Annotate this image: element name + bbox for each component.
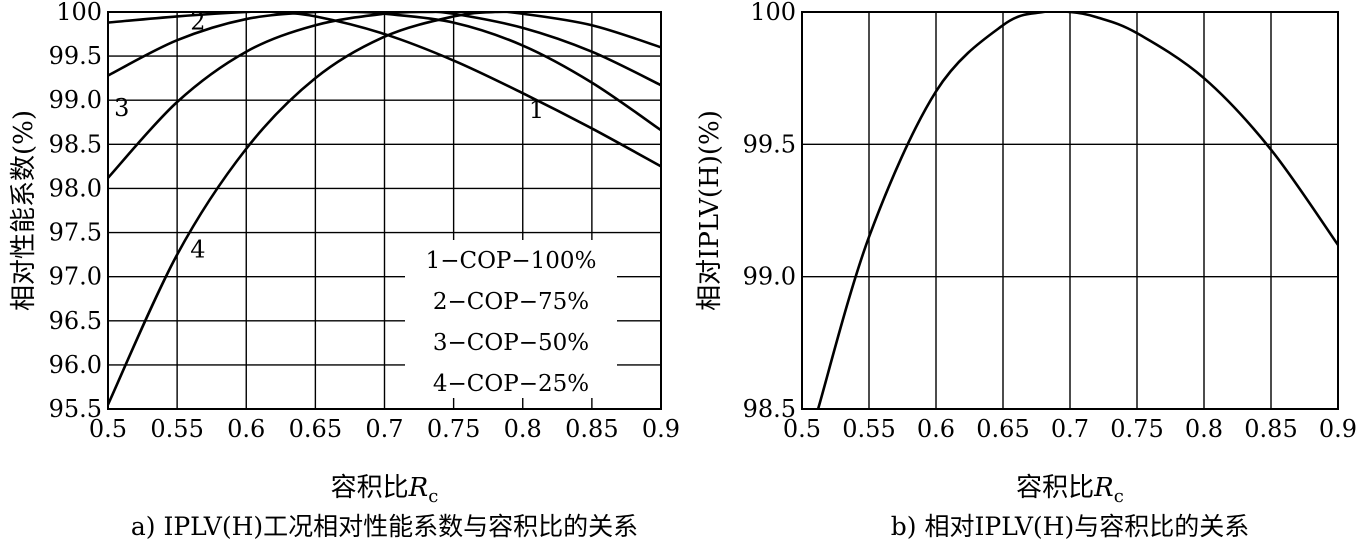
a-y-tick-label: 98.0 [49, 174, 102, 202]
b-x-tick-label: 0.8 [1185, 415, 1223, 443]
chart-a-legend: 1−COP−100% 2−COP−75% 3−COP−50% 4−COP−25% [405, 240, 617, 398]
chart-a-curve-labels: 1 2 3 4 [114, 8, 544, 264]
a-y-tick-label: 97.0 [49, 263, 102, 291]
b-y-tick-label: 100 [750, 0, 796, 26]
b-y-tick-label: 99.0 [743, 263, 796, 291]
chart-a-curve-label-1: 1 [529, 96, 544, 124]
a-x-tick-label: 0.75 [427, 415, 480, 443]
chart-b-y-axis-title: 相对IPLV(H)(%) [695, 110, 725, 311]
chart-a-legend-entry: 1−COP−100% [426, 248, 597, 274]
chart-b-x-axis-title: 容积比Rc [1016, 473, 1124, 507]
b-x-tick-label: 0.5 [783, 415, 821, 443]
b-x-tick-label: 0.65 [976, 415, 1029, 443]
a-x-tick-label: 0.85 [565, 415, 618, 443]
chart-a-curve-label-2: 2 [190, 8, 205, 36]
b-series-line-1 [816, 11, 1338, 409]
chart-b-x-ticks: 0.5 0.55 0.6 0.65 0.7 0.75 0.8 0.85 0.9 [783, 415, 1357, 443]
a-series-line-4 [108, 11, 661, 406]
chart-a-x-axis-title: 容积比Rc [331, 473, 439, 507]
chart-a-y-axis-title: 相对性能系数(%) [9, 110, 39, 311]
a-x-tick-label: 0.8 [504, 415, 542, 443]
b-y-tick-label: 99.5 [743, 130, 796, 158]
b-x-tick-label: 0.9 [1319, 415, 1357, 443]
a-x-tick-label: 0.65 [289, 415, 342, 443]
chart-a-legend-entry: 3−COP−50% [433, 330, 589, 356]
b-x-tick-label: 0.55 [842, 415, 895, 443]
chart-a-plot-frame [107, 11, 662, 410]
a-x-tick-label: 0.9 [642, 415, 680, 443]
chart-a-curve-label-3: 3 [114, 94, 129, 122]
a-x-tick-label: 0.5 [89, 415, 127, 443]
chart-a-curve-label-4: 4 [190, 235, 205, 263]
a-series-line-1 [108, 11, 661, 168]
chart-b-y-ticks: 98.5 99.0 99.5 100 [743, 0, 796, 423]
a-y-tick-label: 96.0 [49, 351, 102, 379]
a-y-tick-label: 100 [56, 0, 102, 26]
a-y-tick-label: 96.5 [49, 307, 102, 335]
a-x-tick-label: 0.6 [227, 415, 265, 443]
a-y-tick-label: 99.5 [49, 42, 102, 70]
chart-a-series [108, 11, 661, 406]
a-y-tick-label: 99.0 [49, 86, 102, 114]
chart-a-legend-box [405, 240, 617, 398]
b-x-tick-label: 0.85 [1244, 415, 1297, 443]
b-y-tick-label: 98.5 [743, 395, 796, 423]
a-x-tick-label: 0.7 [365, 415, 403, 443]
chart-b-caption: b) 相对IPLV(H)与容积比的关系 [891, 512, 1249, 541]
a-series-line-2 [108, 11, 661, 132]
a-series-line-3 [108, 11, 661, 180]
chart-b: 0.5 0.55 0.6 0.65 0.7 0.75 0.8 0.85 0.9 98.5 99.0… [695, 0, 1357, 541]
chart-b-series [816, 11, 1338, 409]
chart-a-caption: a) IPLV(H)工况相对性能系数与容积比的关系 [131, 512, 638, 541]
chart-b-grid [801, 11, 1339, 410]
b-x-tick-label: 0.6 [917, 415, 955, 443]
b-x-tick-label: 0.7 [1051, 415, 1089, 443]
a-y-tick-label: 97.5 [49, 219, 102, 247]
chart-a-x-ticks: 0.5 0.55 0.6 0.65 0.7 0.75 0.8 0.85 0.9 [89, 415, 680, 443]
chart-a-legend-entry: 2−COP−75% [433, 289, 589, 315]
chart-a-legend-entry: 4−COP−25% [433, 371, 589, 397]
chart-a-y-ticks: 95.5 96.0 96.5 97.0 97.5 98.0 98.5 99.0 99.5 100 [49, 0, 102, 423]
b-x-tick-label: 0.75 [1110, 415, 1163, 443]
a-x-tick-label: 0.55 [150, 415, 203, 443]
chart-a: 0.5 0.55 0.6 0.65 0.7 0.75 0.8 0.85 0.9 95.5 96.0… [9, 0, 680, 541]
a-y-tick-label: 98.5 [49, 130, 102, 158]
a-y-tick-label: 95.5 [49, 395, 102, 423]
